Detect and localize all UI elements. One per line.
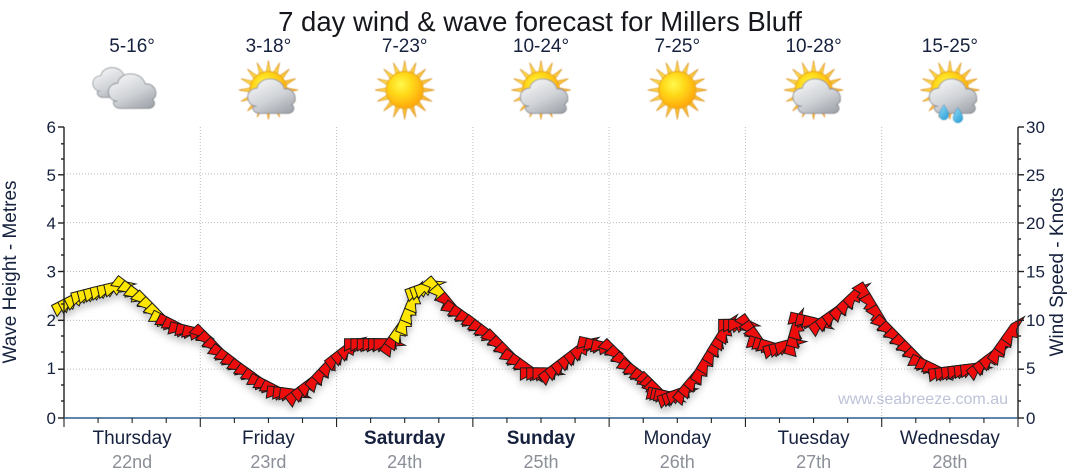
svg-text:25: 25 bbox=[1026, 166, 1045, 185]
svg-text:5: 5 bbox=[47, 166, 56, 185]
svg-text:26th: 26th bbox=[660, 452, 695, 472]
svg-text:20: 20 bbox=[1026, 214, 1045, 233]
svg-text:23rd: 23rd bbox=[250, 452, 286, 472]
svg-text:Monday: Monday bbox=[643, 428, 711, 449]
svg-text:Saturday: Saturday bbox=[364, 428, 446, 449]
svg-text:Thursday: Thursday bbox=[92, 428, 172, 449]
svg-text:Sunday: Sunday bbox=[507, 428, 576, 449]
svg-text:5: 5 bbox=[1026, 359, 1035, 378]
svg-text:Friday: Friday bbox=[242, 428, 295, 449]
svg-text:22nd: 22nd bbox=[112, 452, 152, 472]
svg-text:5-16°: 5-16° bbox=[109, 36, 155, 57]
svg-text:0: 0 bbox=[1026, 409, 1035, 428]
svg-text:25th: 25th bbox=[523, 452, 558, 472]
svg-text:10-24°: 10-24° bbox=[513, 36, 569, 57]
svg-text:Wind Speed - Knots: Wind Speed - Knots bbox=[1047, 188, 1068, 357]
svg-text:3: 3 bbox=[47, 263, 56, 282]
svg-text:2: 2 bbox=[47, 311, 56, 330]
svg-text:15-25°: 15-25° bbox=[922, 36, 978, 57]
svg-text:Tuesday: Tuesday bbox=[778, 428, 851, 449]
svg-text:7-25°: 7-25° bbox=[654, 36, 700, 57]
svg-text:10-28°: 10-28° bbox=[785, 36, 841, 57]
svg-text:3-18°: 3-18° bbox=[246, 36, 292, 57]
svg-text:Wednesday: Wednesday bbox=[900, 428, 1000, 449]
svg-text:0: 0 bbox=[47, 409, 56, 428]
svg-text:27th: 27th bbox=[796, 452, 831, 472]
svg-text:24th: 24th bbox=[387, 452, 422, 472]
svg-text:4: 4 bbox=[47, 214, 56, 233]
svg-text:www.seabreeze.com.au: www.seabreeze.com.au bbox=[837, 391, 1008, 408]
svg-text:30: 30 bbox=[1026, 118, 1045, 137]
svg-text:6: 6 bbox=[47, 118, 56, 137]
svg-text:7-23°: 7-23° bbox=[382, 36, 428, 57]
svg-text:15: 15 bbox=[1026, 263, 1045, 282]
svg-text:28th: 28th bbox=[932, 452, 967, 472]
svg-text:10: 10 bbox=[1026, 311, 1045, 330]
svg-text:1: 1 bbox=[47, 359, 56, 378]
svg-text:Wave Height - Metres: Wave Height - Metres bbox=[0, 180, 21, 363]
